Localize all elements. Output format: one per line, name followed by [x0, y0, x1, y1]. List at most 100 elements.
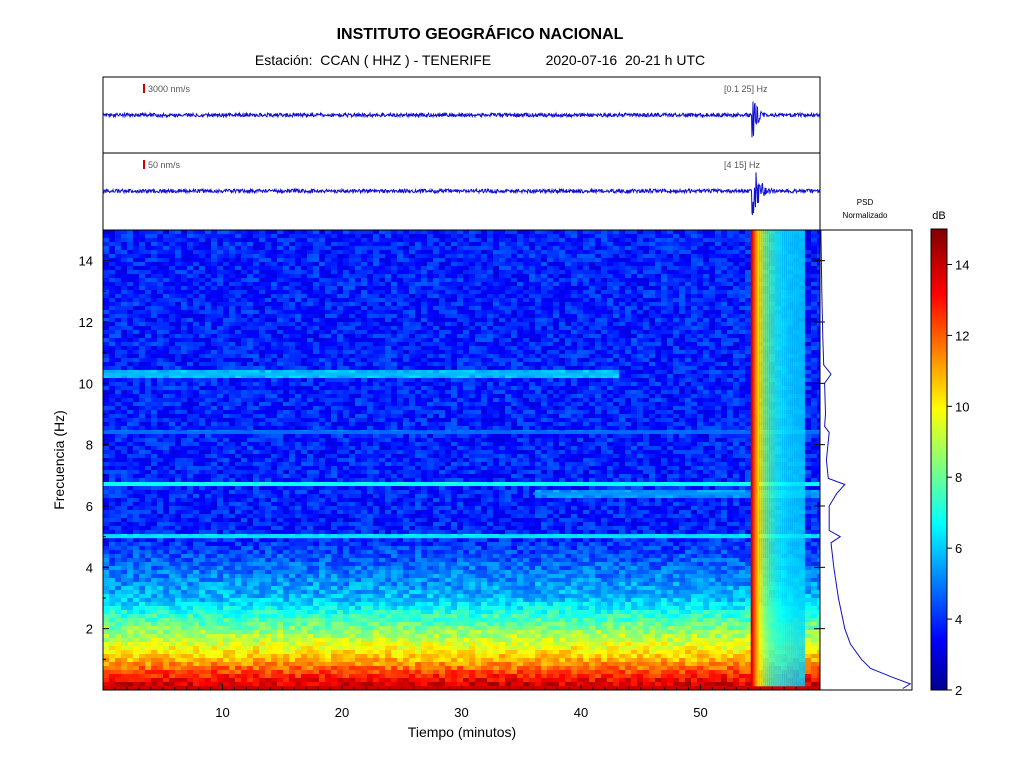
spectrogram-cell [223, 250, 230, 255]
spectrogram-cell [715, 342, 722, 347]
spectrogram-cell [283, 390, 290, 395]
spectrogram-cell [259, 306, 266, 311]
spectrogram-cell [745, 314, 752, 319]
spectrogram-cell [577, 334, 584, 339]
spectrogram-cell [121, 334, 128, 339]
spectrogram-cell [637, 238, 644, 243]
spectrogram-cell [811, 322, 818, 327]
spectrogram-cell [319, 378, 326, 383]
spectrogram-cell [601, 390, 608, 395]
spectrogram-cell [199, 362, 206, 367]
spectrogram-cell [463, 242, 470, 247]
spectrogram-cell [535, 278, 542, 283]
spectrogram-cell [805, 386, 812, 391]
spectrogram-cell [307, 322, 314, 327]
spectrogram-cell [313, 266, 320, 271]
spectrogram-cell [637, 254, 644, 259]
spectrogram-cell [169, 394, 176, 399]
spectrogram-cell [397, 378, 404, 383]
spectrogram-cell [403, 358, 410, 363]
spectrogram-cell [235, 294, 242, 299]
spectrogram-cell [109, 354, 116, 359]
spectrogram-cell [277, 390, 284, 395]
spectrogram-cell [619, 326, 626, 331]
spectrogram-cell [115, 394, 122, 399]
spectrogram-cell [805, 330, 812, 335]
spectrogram-cell [181, 278, 188, 283]
spectrogram-cell [133, 238, 140, 243]
spectrogram-cell [475, 382, 482, 387]
spectrogram-cell [577, 270, 584, 275]
spectrogram-cell [169, 250, 176, 255]
spectrogram-cell [121, 386, 128, 391]
spectrogram-cell [337, 266, 344, 271]
spectrogram-cell [553, 238, 560, 243]
spectrogram-cell [235, 278, 242, 283]
spectrogram-cell [673, 250, 680, 255]
spectrogram-cell [403, 334, 410, 339]
spectrogram-cell [277, 326, 284, 331]
spectrogram-cell [385, 306, 392, 311]
spectrogram-cell [205, 262, 212, 267]
spectrogram-cell [493, 278, 500, 283]
spectrogram-cell [505, 386, 512, 391]
spectrogram-cell [673, 270, 680, 275]
spectrogram-cell [259, 234, 266, 239]
spectrogram-cell [817, 286, 820, 291]
spectrogram-cell [187, 370, 194, 375]
spectrogram-cell [121, 258, 128, 263]
spectrogram-cell [643, 310, 650, 315]
spectrogram-cell [811, 278, 818, 283]
spectrogram-cell [433, 374, 440, 379]
spectrogram-cell [277, 274, 284, 279]
spectrogram-cell [163, 334, 170, 339]
spectrogram-cell [457, 394, 464, 399]
spectrogram-cell [589, 282, 596, 287]
spectrogram-cell [577, 322, 584, 327]
spectrogram-cell [529, 262, 536, 267]
spectrogram-cell [655, 346, 662, 351]
spectrogram-cell [343, 322, 350, 327]
spectrogram-cell [403, 254, 410, 259]
spectrogram-cell [193, 246, 200, 251]
spectrogram-cell [445, 390, 452, 395]
spectrogram-cell [697, 374, 704, 379]
spectrogram-cell [337, 390, 344, 395]
spectrogram-cell [211, 302, 218, 307]
spectrogram-cell [817, 314, 820, 319]
spectrogram-cell [811, 306, 818, 311]
spectrogram-cell [343, 394, 350, 399]
spectrogram-cell [439, 294, 446, 299]
spectrogram-cell [703, 386, 710, 391]
spectrogram-cell [505, 350, 512, 355]
spectrogram-cell [415, 378, 422, 383]
spectrogram-cell [619, 254, 626, 259]
spectrogram-cell [691, 338, 698, 343]
spectrogram-cell [355, 322, 362, 327]
spectrogram-cell [517, 282, 524, 287]
spectrogram-cell [277, 318, 284, 323]
spectrogram-cell [487, 318, 494, 323]
spectrogram-cell [403, 350, 410, 355]
spectrogram-cell [433, 290, 440, 295]
spectrogram-cell [217, 306, 224, 311]
spectrogram-cell [283, 386, 290, 391]
spectrogram-cell [283, 238, 290, 243]
spectrogram-cell [601, 278, 608, 283]
spectrogram-cell [469, 342, 476, 347]
spectrogram-cell [133, 262, 140, 267]
spectrogram-cell [715, 318, 722, 323]
spectrogram-cell [433, 370, 440, 375]
spectrogram-cell [565, 318, 572, 323]
spectrogram-cell [439, 250, 446, 255]
spectrogram-cell [553, 230, 560, 235]
spectrogram-cell [655, 322, 662, 327]
spectrogram-cell [559, 390, 566, 395]
spectrogram-cell [595, 278, 602, 283]
spectrogram-cell [421, 318, 428, 323]
spectrogram-cell [151, 262, 158, 267]
spectrogram-cell [379, 262, 386, 267]
spectrogram-cell [199, 314, 206, 319]
spectrogram-cell [145, 274, 152, 279]
spectrogram-cell [169, 258, 176, 263]
